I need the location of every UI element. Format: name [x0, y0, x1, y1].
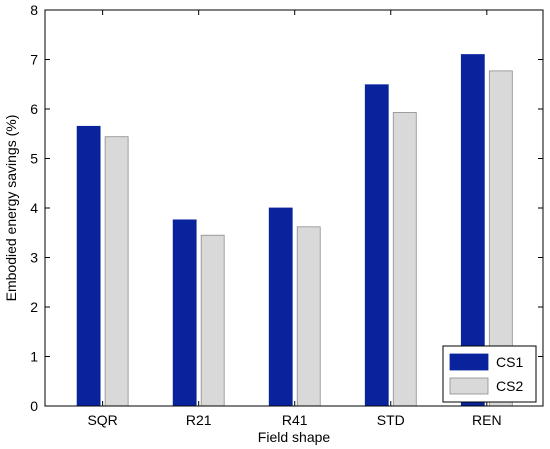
y-tick-label: 2: [30, 299, 38, 315]
bar-cs1-r21: [172, 219, 197, 407]
bars-group: [76, 54, 513, 407]
y-tick-label: 3: [30, 250, 38, 266]
y-tick-label: 5: [30, 151, 38, 167]
y-tick-label: 1: [30, 349, 38, 365]
y-tick-label: 6: [30, 101, 38, 117]
legend-swatch-cs1: [449, 353, 489, 371]
y-tick-label: 7: [30, 52, 38, 68]
y-tick-label: 4: [30, 200, 38, 216]
bar-cs1-sqr: [76, 125, 101, 407]
bar-cs1-r41: [268, 207, 293, 407]
y-tick-label: 8: [30, 2, 38, 18]
bar-cs2-r21: [200, 234, 225, 407]
legend-label-cs2: CS2: [496, 378, 523, 394]
x-tick-label: R41: [282, 412, 308, 428]
y-axis-label: Embodied energy savings (%): [3, 115, 19, 302]
legend-label-cs1: CS1: [496, 354, 523, 370]
x-tick-label: REN: [472, 412, 502, 428]
bar-cs2-sqr: [104, 136, 129, 407]
bar-cs1-std: [364, 84, 389, 407]
x-tick-label: R21: [186, 412, 212, 428]
x-axis-label: Field shape: [258, 429, 331, 445]
x-tick-label: SQR: [87, 412, 117, 428]
legend: CS1 CS2: [442, 345, 537, 403]
y-tick-label: 0: [30, 398, 38, 414]
bar-cs2-std: [392, 112, 417, 407]
x-axis: SQR R21 R41 STD REN: [87, 10, 502, 428]
bar-cs2-r41: [296, 226, 321, 407]
y-axis: 0 1 2 3 4 5 6 7 8: [30, 2, 543, 414]
legend-swatch-cs2: [449, 377, 489, 395]
x-tick-label: STD: [377, 412, 405, 428]
